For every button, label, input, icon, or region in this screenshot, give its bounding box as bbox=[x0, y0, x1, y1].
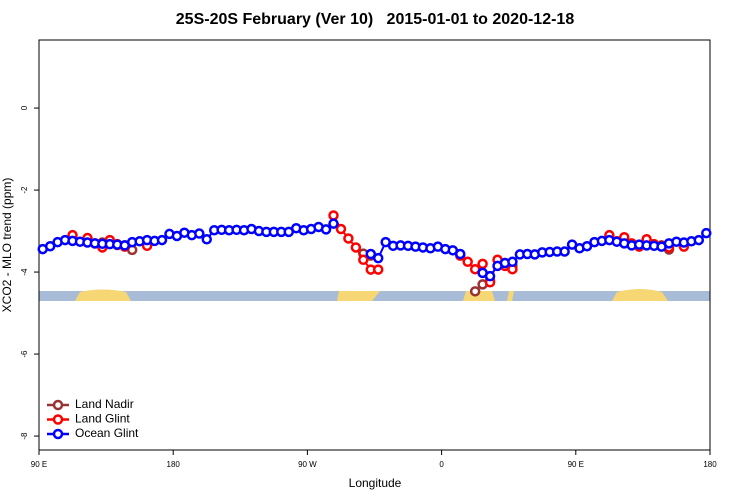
point bbox=[462, 256, 473, 268]
legend-marker bbox=[52, 414, 64, 425]
point bbox=[328, 218, 339, 229]
x-tick-label: 180 bbox=[703, 460, 717, 469]
point bbox=[484, 270, 496, 282]
y-tick-label: -2 bbox=[20, 186, 29, 194]
point bbox=[343, 233, 354, 244]
y-tick-label: 0 bbox=[20, 105, 29, 110]
legend-label: Land Glint bbox=[75, 412, 130, 426]
y-axis-label: XCO2 - MLO trend (ppm) bbox=[0, 178, 14, 313]
point bbox=[507, 256, 518, 268]
point bbox=[201, 234, 212, 245]
point bbox=[320, 224, 332, 235]
point bbox=[358, 254, 369, 266]
point bbox=[156, 234, 168, 246]
x-tick-label: 180 bbox=[167, 460, 181, 469]
point bbox=[350, 242, 362, 253]
point bbox=[372, 264, 384, 275]
land-ocean-band bbox=[39, 289, 710, 301]
x-axis-label: Longitude bbox=[349, 476, 402, 490]
x-tick-label: 90 W bbox=[298, 460, 317, 469]
point bbox=[372, 252, 384, 264]
series-line bbox=[87, 215, 683, 282]
point bbox=[365, 248, 377, 260]
plot-frame bbox=[38, 39, 711, 451]
y-tick-label: -6 bbox=[20, 350, 29, 358]
y-tick-label: -8 bbox=[20, 432, 29, 440]
point bbox=[701, 227, 712, 239]
legend-marker bbox=[52, 428, 64, 440]
y-tick-label: -4 bbox=[20, 268, 29, 276]
chart-title: 25S-20S February (Ver 10) 2015-01-01 to … bbox=[176, 11, 575, 28]
point bbox=[581, 240, 593, 252]
point bbox=[194, 228, 205, 239]
point bbox=[693, 234, 705, 246]
point bbox=[454, 248, 466, 260]
legend-label: Ocean Glint bbox=[75, 426, 139, 440]
point bbox=[559, 246, 570, 257]
point bbox=[477, 258, 488, 270]
legend-label: Land Nadir bbox=[75, 397, 134, 411]
point bbox=[328, 210, 339, 221]
x-tick-label: 90 E bbox=[31, 460, 47, 469]
point bbox=[335, 223, 347, 235]
x-tick-label: 0 bbox=[439, 460, 444, 469]
point bbox=[469, 286, 481, 297]
point bbox=[44, 240, 56, 252]
legend-marker bbox=[52, 399, 64, 411]
x-tick-label: 90 E bbox=[568, 460, 584, 469]
